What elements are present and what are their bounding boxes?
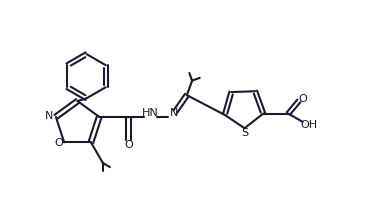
Text: OH: OH [300, 120, 317, 130]
Text: HN: HN [142, 108, 159, 118]
Text: O: O [124, 140, 133, 150]
Text: O: O [54, 138, 63, 149]
Text: N: N [45, 111, 54, 121]
Text: O: O [298, 94, 307, 104]
Text: S: S [242, 128, 249, 138]
Text: N: N [170, 108, 178, 118]
